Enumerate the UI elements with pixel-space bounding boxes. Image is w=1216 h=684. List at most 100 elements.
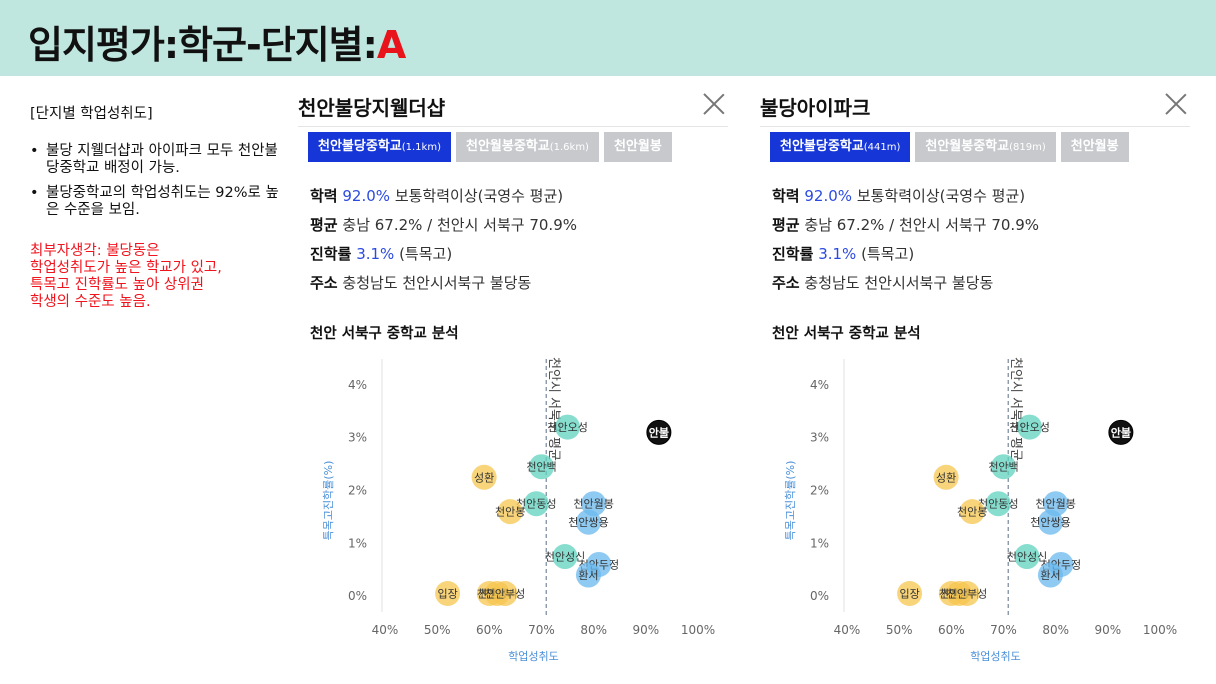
y-axis-label: 특목고진학률(%) [322,461,335,541]
data-point [985,491,1011,517]
data-point-label: 성환 [474,471,494,484]
school-tabs: 천안불당중학교(1.1km) 천안월봉중학교(1.6km) 천안월봉 [308,132,718,164]
reference-line-label: 천안시 서북구 평균 [1008,357,1023,461]
x-tick-label: 100% [681,623,715,637]
data-point [897,581,923,607]
data-point-label: 천안성신 [1007,550,1047,564]
data-point-label: 입장 [437,588,457,601]
data-point [555,414,581,440]
data-point [959,499,985,525]
data-point-label: 천안부성 [947,587,987,601]
x-tick-label: 90% [1094,623,1121,637]
x-tick-label: 80% [580,623,607,637]
data-point-label: 천안부성 [485,587,525,601]
data-point [991,454,1016,480]
y-tick-label: 0% [810,589,829,603]
y-tick-label: 4% [810,378,829,392]
y-tick-label: 1% [348,536,367,550]
y-tick-label: 1% [810,536,829,550]
sidebar-bullet-list: 불당 지웰더샵과 아이파크 모두 천안불당중학교 배정이 가능. 불당중학교의 … [30,143,280,219]
panel-title: 천안불당지웰더샵 [298,96,446,120]
y-tick-label: 3% [348,431,367,445]
divider [298,126,728,127]
x-tick-label: 70% [990,623,1017,637]
sidebar-note: 최부자생각: 불당동은 학업성취도가 높은 학교가 있고, 특목고 진학률도 높… [30,243,222,310]
data-point-label: 안불 [1111,425,1131,439]
tab-school[interactable]: 천안월봉중학교(819m) [915,132,1056,162]
school-info: 학력 92.0% 보통학력이상(국영수 평균) 평균 충남 67.2% / 천안… [310,187,577,292]
data-point-label: 천안동성 [978,497,1018,511]
tab-school-active[interactable]: 천안불당중학교(441m) [770,132,911,162]
data-point [646,419,672,445]
y-axis-label: 특목고진학률(%) [784,461,797,541]
data-point [471,464,497,490]
sidebar-bullet: 불당 지웰더샵과 아이파크 모두 천안불당중학교 배정이 가능. [30,143,280,177]
x-tick-label: 80% [1042,623,1069,637]
data-point [492,581,518,607]
data-point [552,544,578,570]
data-point-label: 천안봉 [495,505,525,519]
y-tick-label: 3% [810,431,829,445]
data-point-label: 안불 [649,425,669,439]
data-point-label: 천안오성 [547,420,587,434]
complex-panel-ipark: 불당아이파크 천안불당중학교(441m) 천안월봉중학교(819m) 천안월봉 학력… [760,82,1190,682]
x-axis-label: 학업성취도 [970,650,1021,663]
school-tabs: 천안불당중학교(441m) 천안월봉중학교(819m) 천안월봉 [770,132,1180,164]
x-tick-label: 60% [938,623,965,637]
sidebar-notes: [단지별 학업성취도] 불당 지웰더샵과 아이파크 모두 천안불당중학교 배정이… [30,106,280,311]
complex-panel-jiwell: 천안불당지웰더샵 천안불당중학교(1.1km) 천안월봉중학교(1.6km) 천안월… [298,82,728,682]
y-tick-label: 2% [810,484,829,498]
data-point-label: 천안오성 [1009,420,1049,434]
data-point-label: 천안월봉 [573,497,613,511]
x-tick-label: 70% [528,623,555,637]
data-point [933,464,959,490]
data-point [575,562,601,588]
school-info: 학력 92.0% 보통학력이상(국영수 평균) 평균 충남 67.2% / 천안… [772,187,1039,292]
divider [760,126,1190,127]
data-point [1037,509,1063,535]
data-point [497,499,523,525]
header-banner: 입지평가:학군-단지별:A [0,0,1216,76]
x-tick-label: 90% [632,623,659,637]
tab-school-active[interactable]: 천안불당중학교(1.1km) [308,132,451,162]
data-point-label: 천안백 [988,460,1018,474]
x-tick-label: 60% [476,623,503,637]
grade-badge: A [376,23,406,67]
x-axis-label: 학업성취도 [508,650,559,663]
tab-school[interactable]: 천안월봉 [603,132,672,162]
page-title: 입지평가:학군-단지별:A [28,23,406,67]
data-point [1037,562,1063,588]
data-point [529,454,554,480]
data-point-label: 천안쌍용 [568,515,608,529]
close-icon[interactable] [1162,90,1190,118]
data-point [523,491,549,517]
data-point-label: 천안월봉 [1035,497,1075,511]
data-point [1017,414,1043,440]
data-point [1014,544,1040,570]
x-tick-label: 40% [372,623,399,637]
scatter-chart: 0% 1% 2% 3% 4% 40% 50% 60% 70% 80% 90% 100% 학업성취도 특목고… [322,357,715,663]
data-point [954,581,980,607]
close-icon[interactable] [700,90,728,118]
y-tick-label: 0% [348,589,367,603]
data-point-label: 천안쌍용 [1030,515,1070,529]
data-point [575,509,601,535]
data-point-label: 천안백 [526,460,556,474]
data-point-label: 천안봉 [957,505,987,519]
data-point-label: 환서 [578,569,598,582]
x-tick-label: 100% [1143,623,1177,637]
tab-school[interactable]: 천안월봉 [1060,132,1129,162]
data-point [435,581,461,607]
data-point-label: 천안성신 [545,550,585,564]
x-tick-label: 50% [886,623,913,637]
data-point-label: 성환 [936,471,956,484]
sidebar-section-title: [단지별 학업성취도] [30,106,153,122]
tab-school[interactable]: 천안월봉중학교(1.6km) [455,132,599,162]
data-point-label: 입장 [899,588,919,601]
x-tick-label: 50% [424,623,451,637]
reference-line-label: 천안시 서북구 평균 [546,357,561,461]
y-tick-label: 2% [348,484,367,498]
y-tick-label: 4% [348,378,367,392]
data-point-label: 환서 [1040,569,1060,582]
sidebar-bullet: 불당중학교의 학업성취도는 92%로 높은 수준을 보임. [30,185,280,219]
